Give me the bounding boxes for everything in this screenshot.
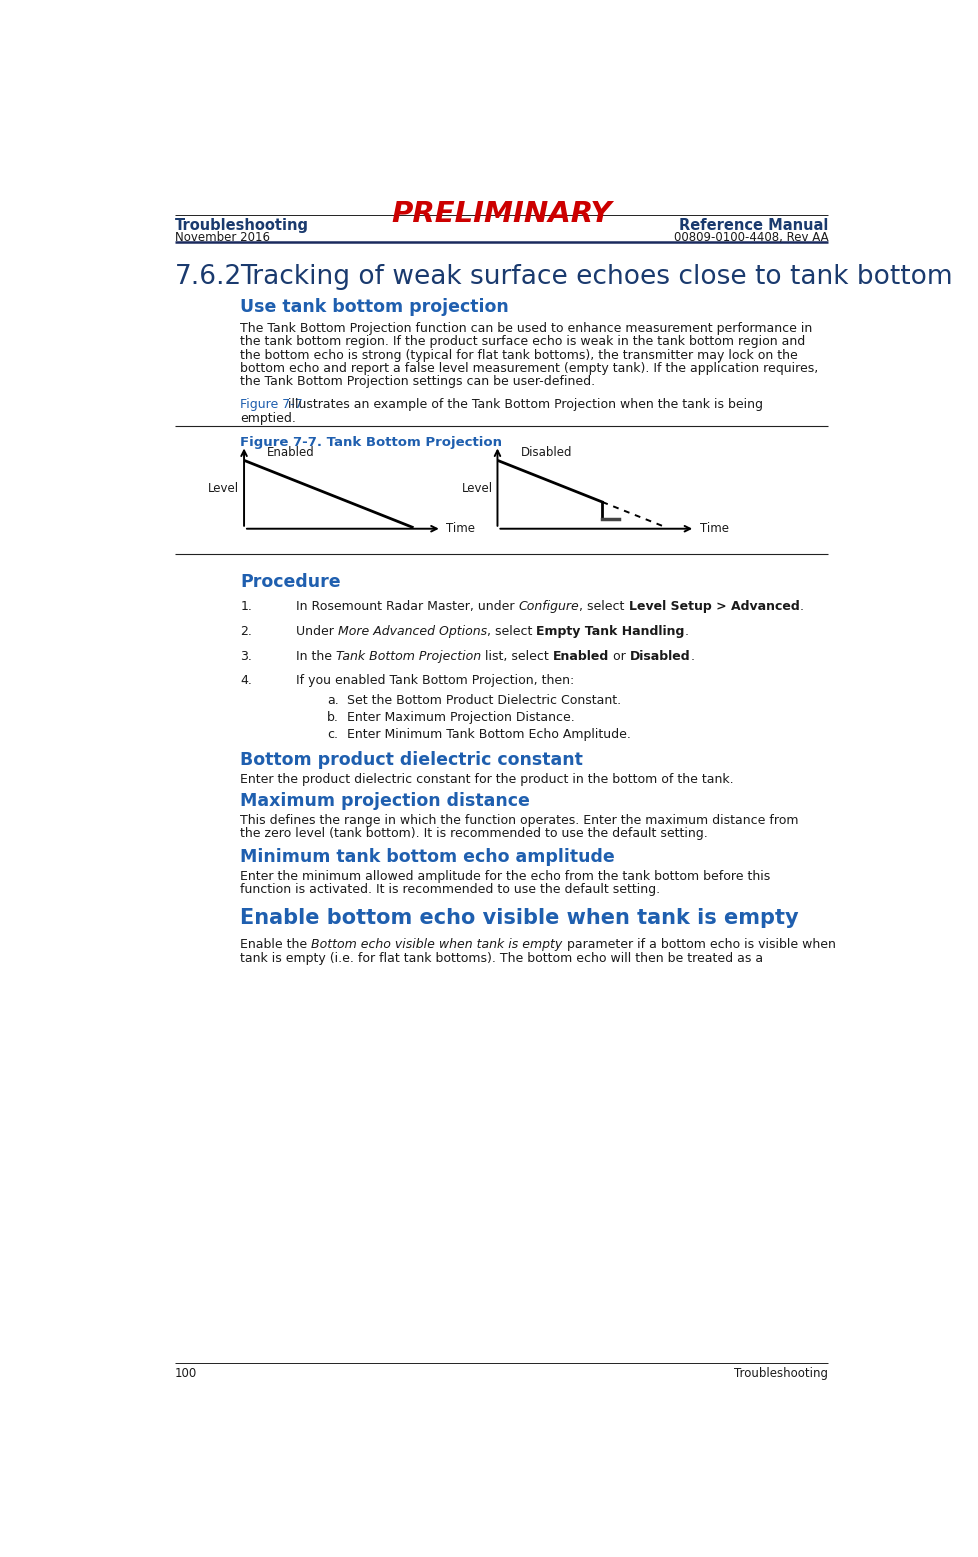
Text: parameter if a bottom echo is visible when: parameter if a bottom echo is visible wh… [562,939,834,951]
Text: Time: Time [699,522,728,536]
Text: a.: a. [327,694,338,707]
Text: Troubleshooting: Troubleshooting [175,218,309,232]
Text: list, select: list, select [480,649,553,663]
Text: Disabled: Disabled [629,649,689,663]
Text: emptied.: emptied. [240,411,295,425]
Text: The Tank Bottom Projection function can be used to enhance measurement performan: The Tank Bottom Projection function can … [240,322,812,335]
Text: Enter Maximum Projection Distance.: Enter Maximum Projection Distance. [347,712,574,724]
Text: Enabled: Enabled [553,649,608,663]
Text: Empty Tank Handling: Empty Tank Handling [536,624,684,638]
Text: the bottom echo is strong (typical for flat tank bottoms), the transmitter may l: the bottom echo is strong (typical for f… [240,349,797,361]
Text: Use tank bottom projection: Use tank bottom projection [240,297,509,316]
Text: or: or [608,649,629,663]
Text: , select: , select [579,601,628,613]
Text: Reference Manual: Reference Manual [679,218,827,232]
Text: Configure: Configure [518,601,579,613]
Text: the Tank Bottom Projection settings can be user-defined.: the Tank Bottom Projection settings can … [240,375,595,389]
Text: Enter the product dielectric constant for the product in the bottom of the tank.: Enter the product dielectric constant fo… [240,772,734,786]
Text: Disabled: Disabled [520,445,571,459]
Text: the zero level (tank bottom). It is recommended to use the default setting.: the zero level (tank bottom). It is reco… [240,827,707,841]
Text: 4.: 4. [240,674,251,687]
Text: November 2016: November 2016 [175,230,270,244]
Text: Level Setup > Advanced: Level Setup > Advanced [628,601,798,613]
Text: Tracking of weak surface echoes close to tank bottom: Tracking of weak surface echoes close to… [240,263,952,290]
Text: Bottom echo visible when tank is empty: Bottom echo visible when tank is empty [311,939,562,951]
Text: function is activated. It is recommended to use the default setting.: function is activated. It is recommended… [240,883,659,897]
Text: Set the Bottom Product Dielectric Constant.: Set the Bottom Product Dielectric Consta… [347,694,621,707]
Text: Time: Time [446,522,475,536]
Text: Enter Minimum Tank Bottom Echo Amplitude.: Enter Minimum Tank Bottom Echo Amplitude… [347,729,631,741]
Text: illustrates an example of the Tank Bottom Projection when the tank is being: illustrates an example of the Tank Botto… [284,399,763,411]
Text: Tank Bottom Projection: Tank Bottom Projection [335,649,480,663]
Text: 00809-0100-4408, Rev AA: 00809-0100-4408, Rev AA [673,230,827,244]
Text: More Advanced Options: More Advanced Options [337,624,486,638]
Text: Under: Under [295,624,337,638]
Text: , select: , select [486,624,536,638]
Text: Procedure: Procedure [240,573,340,590]
Text: Enable the: Enable the [240,939,311,951]
Text: 3.: 3. [240,649,251,663]
Text: bottom echo and report a false level measurement (empty tank). If the applicatio: bottom echo and report a false level mea… [240,363,818,375]
Text: Enabled: Enabled [267,445,315,459]
Text: Troubleshooting: Troubleshooting [734,1367,827,1380]
Text: Figure 7-7. Tank Bottom Projection: Figure 7-7. Tank Bottom Projection [240,436,502,450]
Text: tank is empty (i.e. for flat tank bottoms). The bottom echo will then be treated: tank is empty (i.e. for flat tank bottom… [240,951,763,965]
Text: Maximum projection distance: Maximum projection distance [240,793,529,810]
Text: c.: c. [327,729,337,741]
Text: .: . [689,649,693,663]
Text: In Rosemount Radar Master, under: In Rosemount Radar Master, under [295,601,518,613]
Text: This defines the range in which the function operates. Enter the maximum distanc: This defines the range in which the func… [240,814,798,827]
Text: Bottom product dielectric constant: Bottom product dielectric constant [240,750,583,769]
Text: 1.: 1. [240,601,251,613]
Text: Enable bottom echo visible when tank is empty: Enable bottom echo visible when tank is … [240,908,798,928]
Text: b.: b. [327,712,338,724]
Text: Level: Level [208,483,240,495]
Text: Level: Level [462,483,492,495]
Text: PRELIMINARY: PRELIMINARY [391,199,611,227]
Text: Minimum tank bottom echo amplitude: Minimum tank bottom echo amplitude [240,849,614,866]
Text: .: . [798,601,803,613]
Text: .: . [684,624,688,638]
Text: 100: 100 [175,1367,198,1380]
Text: the tank bottom region. If the product surface echo is weak in the tank bottom r: the tank bottom region. If the product s… [240,335,805,349]
Text: 7.6.2: 7.6.2 [175,263,243,290]
Text: Figure 7-7: Figure 7-7 [240,399,302,411]
Text: If you enabled Tank Bottom Projection, then:: If you enabled Tank Bottom Projection, t… [295,674,574,687]
Text: 2.: 2. [240,624,251,638]
Text: In the: In the [295,649,335,663]
Text: Enter the minimum allowed amplitude for the echo from the tank bottom before thi: Enter the minimum allowed amplitude for … [240,870,770,883]
